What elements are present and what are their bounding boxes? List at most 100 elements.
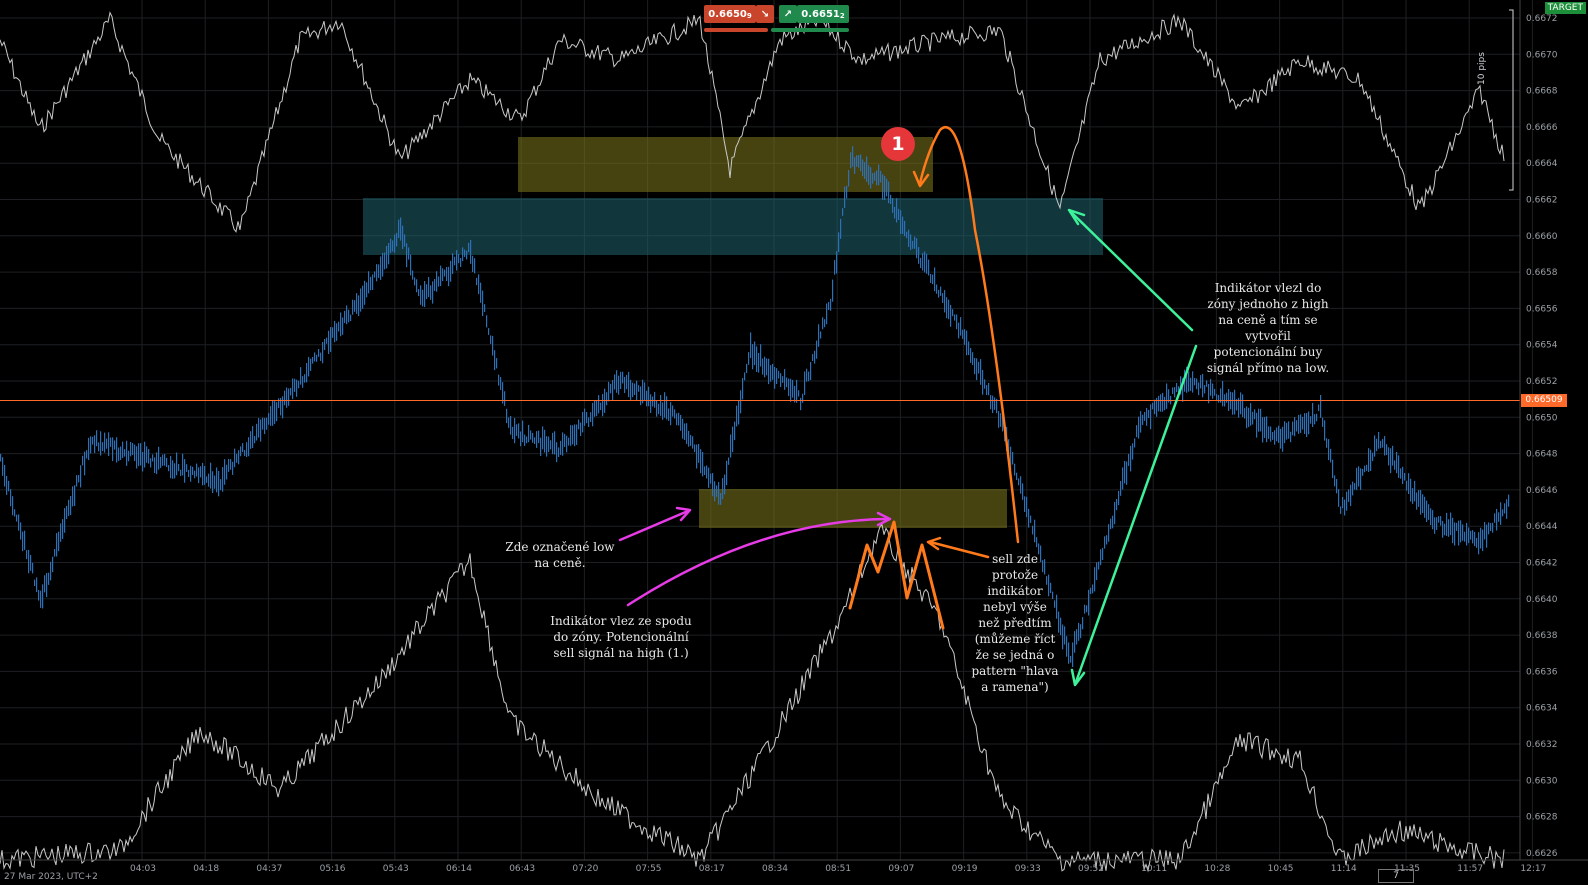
price-bar bbox=[404, 234, 406, 247]
price-bar bbox=[1456, 522, 1458, 531]
price-bar bbox=[140, 443, 142, 466]
price-bar bbox=[916, 238, 918, 259]
price-bar bbox=[80, 465, 82, 488]
price-bar bbox=[254, 436, 256, 444]
price-bar bbox=[1296, 420, 1298, 432]
price-bar bbox=[674, 409, 676, 419]
price-tick: 0.6656 bbox=[1526, 304, 1558, 314]
price-bar bbox=[20, 522, 22, 540]
time-tick: 11:57 bbox=[1457, 864, 1483, 874]
price-bar bbox=[4, 465, 6, 487]
price-bar bbox=[226, 464, 228, 480]
price-bar bbox=[756, 346, 758, 372]
price-bar bbox=[24, 530, 26, 550]
price-bar bbox=[50, 561, 52, 581]
price-bar bbox=[248, 437, 250, 457]
magenta-arrow-low-head bbox=[675, 506, 692, 522]
price-bar bbox=[690, 435, 692, 446]
price-bar bbox=[662, 402, 664, 420]
price-bar bbox=[1254, 409, 1256, 420]
sell-price-button[interactable]: 0.6650 9 bbox=[704, 5, 756, 23]
price-bar bbox=[702, 452, 704, 477]
price-bar bbox=[252, 426, 254, 448]
price-bar bbox=[1272, 432, 1274, 440]
price-bar bbox=[952, 309, 954, 317]
price-bar bbox=[216, 467, 218, 493]
price-bar bbox=[1136, 425, 1138, 438]
pips-bracket bbox=[1509, 9, 1514, 191]
price-bar bbox=[236, 453, 238, 463]
timezone-label[interactable]: 27 Mar 2023, UTC+2 bbox=[4, 872, 98, 882]
price-bar bbox=[682, 418, 684, 439]
price-bar bbox=[802, 393, 804, 403]
price-bar bbox=[1110, 518, 1112, 530]
price-bar bbox=[390, 238, 392, 253]
price-bar bbox=[1098, 561, 1100, 570]
price-bar bbox=[1278, 425, 1280, 443]
price-bar bbox=[1286, 422, 1288, 440]
price-bar bbox=[908, 229, 910, 247]
price-bar bbox=[568, 437, 570, 446]
target-badge[interactable]: TARGET bbox=[1544, 2, 1586, 14]
price-bar bbox=[716, 485, 718, 497]
price-bar bbox=[914, 236, 916, 249]
price-tick: 0.6644 bbox=[1526, 522, 1558, 532]
buy-price-button[interactable]: 0.6651 2 bbox=[797, 5, 849, 23]
price-bar bbox=[1324, 420, 1326, 441]
price-bar bbox=[1502, 509, 1504, 517]
price-bar bbox=[1430, 508, 1432, 526]
price-bar bbox=[928, 259, 930, 276]
price-bar bbox=[598, 395, 600, 414]
price-bar bbox=[724, 474, 726, 495]
price-bar bbox=[1308, 411, 1310, 435]
price-bar bbox=[354, 300, 356, 312]
price-bar bbox=[1060, 617, 1062, 636]
price-bar bbox=[66, 505, 68, 519]
price-bar bbox=[450, 260, 452, 282]
sell-arrow-icon[interactable]: ↘ bbox=[756, 5, 774, 23]
price-bar bbox=[508, 417, 510, 428]
zoom-control[interactable]: 7 bbox=[1378, 869, 1414, 883]
price-bar bbox=[424, 281, 426, 307]
price-bar bbox=[220, 479, 222, 491]
price-bar bbox=[312, 357, 314, 364]
price-bar bbox=[532, 432, 534, 443]
price-bar bbox=[1128, 453, 1130, 466]
price-bar bbox=[834, 260, 836, 275]
price-bar bbox=[1426, 500, 1428, 522]
price-bar bbox=[782, 376, 784, 383]
price-bar bbox=[306, 363, 308, 383]
price-bar bbox=[728, 457, 730, 465]
green-arrow-up-head bbox=[1067, 208, 1086, 226]
price-bar bbox=[398, 219, 400, 238]
price-bar bbox=[42, 584, 44, 609]
price-bar bbox=[78, 475, 80, 483]
price-bar bbox=[830, 298, 832, 311]
price-bar bbox=[386, 246, 388, 269]
price-bar bbox=[36, 577, 38, 593]
price-tick: 0.6672 bbox=[1526, 14, 1558, 24]
time-axis[interactable]: 04:03 04:18 04:37 05:16 05:43 06:14 06:43 07:20… bbox=[130, 864, 1546, 874]
price-bar bbox=[288, 388, 290, 406]
price-bar bbox=[614, 374, 616, 390]
buy-arrow-icon[interactable]: ↗ bbox=[779, 5, 797, 23]
price-bar bbox=[762, 358, 764, 375]
price-bar bbox=[1392, 445, 1394, 466]
price-bar bbox=[1036, 537, 1038, 548]
price-tick: 0.6626 bbox=[1526, 849, 1558, 859]
price-axis[interactable]: 0.6672 0.6670 0.6668 0.6666 0.6664 0.6662 0.66… bbox=[1526, 14, 1558, 859]
price-bar bbox=[944, 290, 946, 313]
price-bar bbox=[512, 426, 514, 440]
price-bar bbox=[1032, 525, 1034, 535]
price-tick: 0.6628 bbox=[1526, 813, 1558, 823]
price-bar bbox=[1030, 515, 1032, 523]
price-bar bbox=[994, 397, 996, 410]
price-bar bbox=[1314, 414, 1316, 425]
price-bar bbox=[992, 395, 994, 414]
price-bar bbox=[166, 457, 168, 468]
price-bar bbox=[818, 324, 820, 347]
price-bar bbox=[1134, 438, 1136, 448]
price-bar bbox=[596, 400, 598, 416]
price-bar bbox=[1148, 409, 1150, 418]
